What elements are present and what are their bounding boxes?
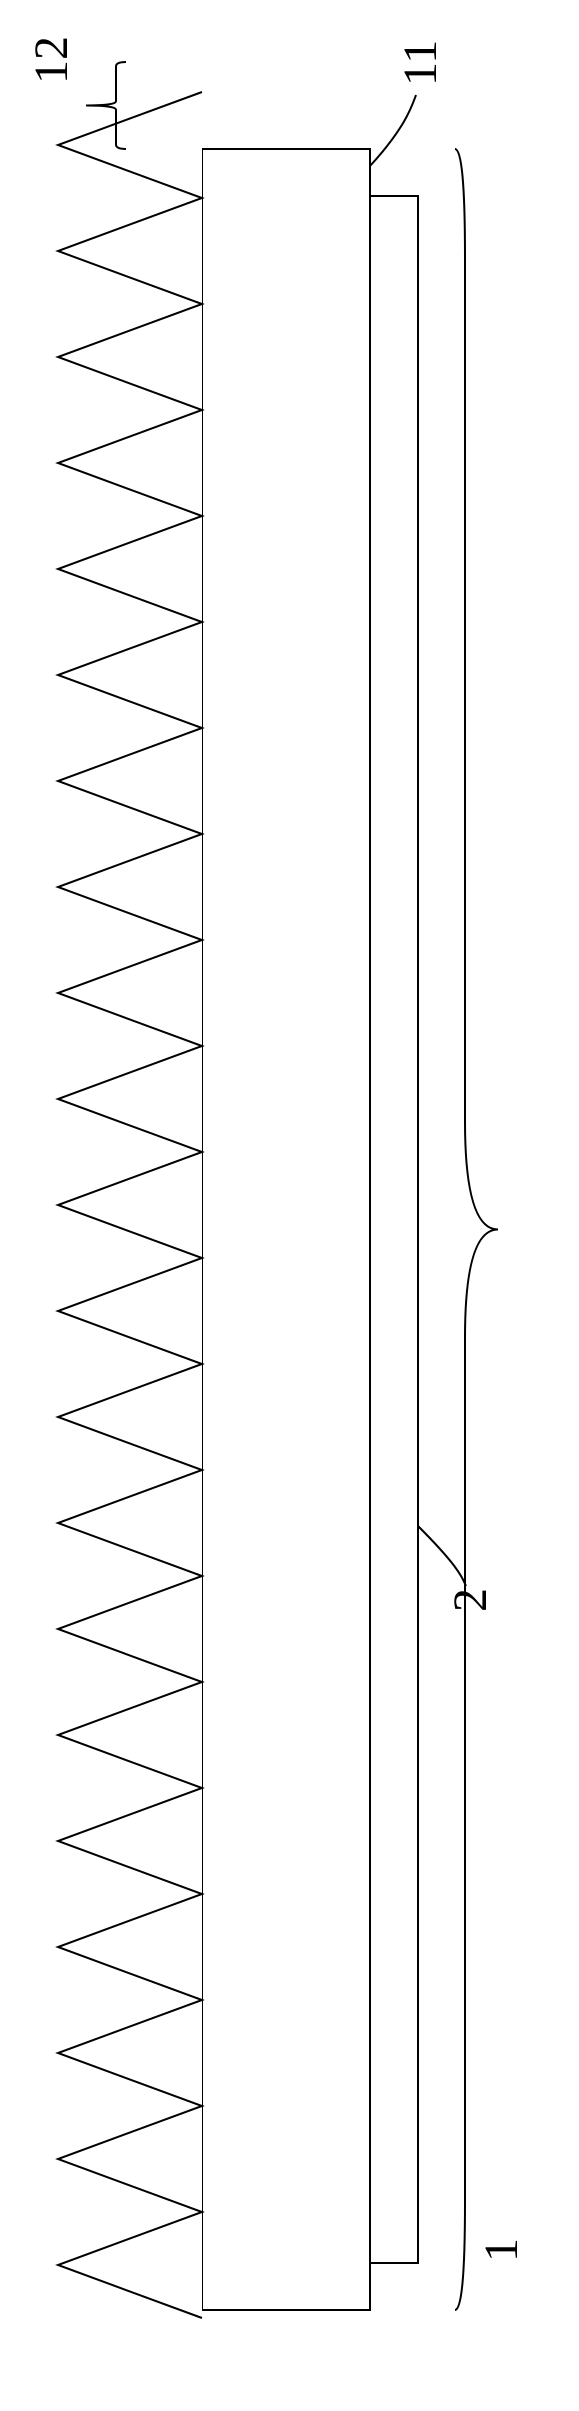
geometry-group [58,92,418,2318]
label-l12: 12 [25,36,78,84]
label-l11: 11 [394,40,447,86]
teeth-profile [58,92,202,2318]
layer-base [370,196,418,2263]
layer-body [202,149,370,2310]
brace-assembly [455,149,498,2310]
label-l2: 2 [444,1588,497,1612]
technical-diagram: 121112 [0,0,579,2411]
leader-to-2 [418,1526,466,1586]
label-l1: 1 [475,2238,528,2262]
leader-to-11 [370,95,416,166]
